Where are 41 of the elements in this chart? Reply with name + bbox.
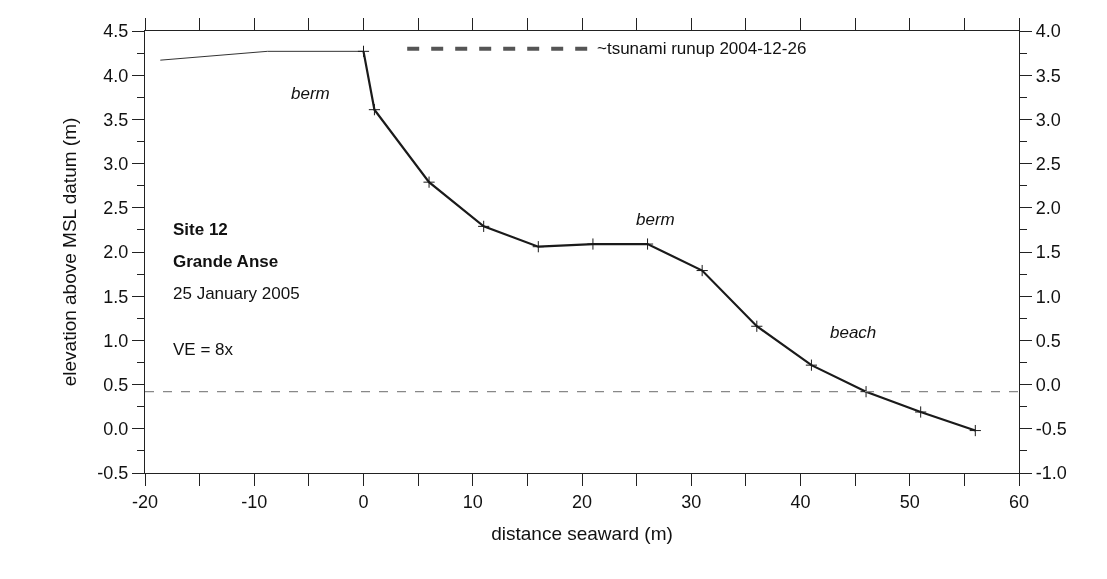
y2-tick-label: 2.0 bbox=[1035, 198, 1061, 219]
y-tick-label: 1.0 bbox=[103, 330, 129, 351]
y-tick-label: 2.5 bbox=[103, 198, 129, 219]
y-tick-label: 0.5 bbox=[103, 374, 129, 395]
y2-tick-label: 2.5 bbox=[1035, 153, 1061, 174]
x-tick-label: -20 bbox=[131, 491, 159, 512]
y2-tick-label: 0.5 bbox=[1035, 330, 1061, 351]
y-tick-label: 3.5 bbox=[103, 109, 129, 130]
y2-tick-label: 3.0 bbox=[1035, 109, 1061, 130]
annotation: 25 January 2005 bbox=[173, 284, 300, 303]
y-tick-label: 4.0 bbox=[103, 65, 129, 86]
series-label: ~tsunami runup 2004-12-26 bbox=[597, 39, 807, 58]
annotation: berm bbox=[636, 210, 675, 229]
x-tick-label: 50 bbox=[899, 491, 920, 512]
x-tick-label: 40 bbox=[790, 491, 811, 512]
y-tick-label: 4.5 bbox=[103, 21, 129, 42]
annotation: Grande Anse bbox=[173, 252, 279, 271]
x-tick-label: 10 bbox=[462, 491, 483, 512]
annotation: Site 12 bbox=[173, 220, 228, 239]
y2-tick-label: 3.5 bbox=[1035, 65, 1061, 86]
y-tick-label: 3.0 bbox=[103, 153, 129, 174]
x-tick-label: 30 bbox=[681, 491, 702, 512]
annotation: VE = 8x bbox=[173, 340, 234, 359]
annotation: beach bbox=[830, 323, 877, 342]
y2-tick-label: 1.0 bbox=[1035, 286, 1061, 307]
y-tick-label: -0.5 bbox=[97, 463, 129, 484]
y-axis-title: elevation above MSL datum (m) bbox=[59, 117, 81, 387]
x-axis-title: distance seaward (m) bbox=[491, 522, 673, 544]
x-tick-label: 20 bbox=[571, 491, 593, 512]
y2-tick-label: 1.5 bbox=[1035, 242, 1061, 263]
y-tick-label: 2.0 bbox=[103, 242, 129, 263]
y2-tick-label: -1.0 bbox=[1035, 463, 1067, 484]
y-tick-label: 0.0 bbox=[103, 419, 129, 440]
y2-tick-label: -0.5 bbox=[1035, 419, 1067, 440]
x-tick-label: 60 bbox=[1008, 491, 1030, 512]
y-tick-label: 1.5 bbox=[103, 286, 129, 307]
x-tick-label: 0 bbox=[358, 491, 369, 512]
y2-tick-label: 0.0 bbox=[1035, 374, 1061, 395]
y2-tick-label: 4.0 bbox=[1035, 21, 1061, 42]
x-tick-label: -10 bbox=[241, 491, 268, 512]
annotation: berm bbox=[291, 84, 330, 103]
